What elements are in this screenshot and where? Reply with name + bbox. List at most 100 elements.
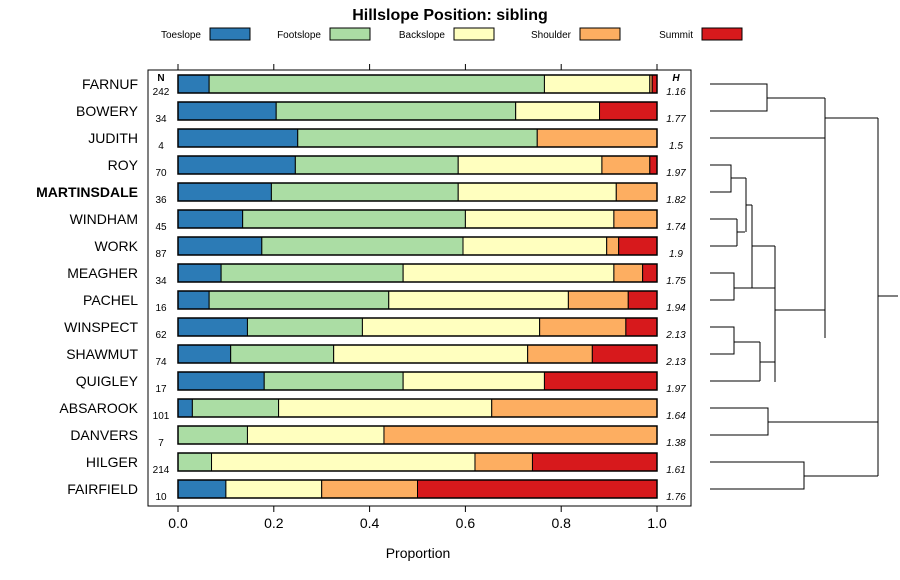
row-h-value: 1.5	[669, 141, 683, 152]
bar-segment-footslope	[208, 290, 390, 310]
bar-segment-footslope	[261, 236, 464, 256]
bar-segment-backslope	[462, 236, 608, 256]
row-h-value: 1.16	[666, 87, 686, 98]
bar-segment-toeslope	[177, 155, 296, 175]
row-label: FAIRFIELD	[67, 481, 138, 497]
bar-segment-backslope	[388, 290, 569, 310]
dendrogram	[710, 83, 898, 490]
bar-segment-shoulder	[321, 479, 419, 499]
dendrogram-branch	[710, 326, 735, 355]
row-judith: JUDITH 4 1.5	[88, 128, 683, 152]
bar-segment-toeslope	[177, 209, 244, 229]
bar-segment-shoulder	[536, 128, 658, 148]
bar-segment-toeslope	[177, 263, 222, 283]
row-quigley: QUIGLEY 17 1.97	[76, 371, 686, 395]
bar-segment-shoulder	[613, 263, 644, 283]
row-n-value: 70	[155, 168, 167, 179]
row-n-value: 74	[155, 357, 167, 368]
bar-outline	[177, 155, 658, 175]
bar-segment-backslope	[402, 263, 615, 283]
row-label: HILGER	[86, 454, 138, 470]
dendrogram-branch	[710, 83, 768, 112]
row-n-value: 34	[155, 114, 167, 125]
row-label: JUDITH	[88, 130, 138, 146]
bar-outline	[177, 128, 658, 148]
bar-segment-summit	[618, 236, 658, 256]
row-n-value: 36	[155, 195, 167, 206]
bar-segment-footslope	[263, 371, 404, 391]
bar-segment-backslope	[402, 371, 545, 391]
bar-segment-footslope	[242, 209, 466, 229]
bar-outline	[177, 452, 658, 472]
row-label: SHAWMUT	[66, 346, 138, 362]
x-axis: 0.0 0.2 0.4 0.6 0.8 1.0	[168, 64, 667, 531]
row-n-value: 62	[155, 330, 167, 341]
h-column-header: H	[672, 73, 680, 84]
bar-segment-toeslope	[177, 182, 272, 202]
row-label: DANVERS	[70, 427, 138, 443]
dendrogram-branch	[710, 272, 735, 301]
bar-segment-toeslope	[177, 290, 210, 310]
bar-segment-summit	[531, 452, 658, 472]
bar-segment-backslope	[543, 74, 651, 94]
bar-segment-toeslope	[177, 128, 299, 148]
row-h-value: 1.82	[666, 195, 686, 206]
row-n-value: 242	[153, 87, 170, 98]
bar-segment-summit	[642, 263, 658, 283]
bar-outline	[177, 425, 658, 445]
row-n-value: 34	[155, 276, 167, 287]
row-label: ROY	[108, 157, 139, 173]
bar-segment-shoulder	[606, 236, 620, 256]
legend: Toeslope Footslope Backslope Shoulder Summit	[161, 27, 743, 41]
bar-segment-toeslope	[177, 344, 232, 364]
x-tick-label: 0.0	[168, 515, 188, 531]
row-label: BOWERY	[76, 103, 139, 119]
legend-label-footslope: Footslope	[277, 30, 321, 41]
row-n-value: 45	[155, 222, 167, 233]
bar-segment-shoulder	[615, 182, 658, 202]
bar-segment-summit	[625, 317, 658, 337]
bar-segment-toeslope	[177, 317, 248, 337]
row-label: ABSAROOK	[59, 400, 138, 416]
bar-outline	[177, 344, 658, 364]
x-tick-label: 0.8	[551, 515, 571, 531]
bar-outline	[177, 290, 658, 310]
x-tick-label: 0.2	[264, 515, 284, 531]
bar-segment-summit	[543, 371, 658, 391]
row-h-value: 1.94	[666, 303, 686, 314]
row-label: FARNUF	[82, 76, 138, 92]
bar-segment-summit	[599, 101, 658, 121]
bar-segment-footslope	[275, 101, 517, 121]
row-shawmut: SHAWMUT 74 2.13	[66, 344, 686, 368]
bar-segment-backslope	[464, 209, 615, 229]
legend-label-backslope: Backslope	[399, 30, 446, 41]
bar-outline	[177, 263, 658, 283]
bar-segment-summit	[591, 344, 658, 364]
bar-segment-footslope	[246, 317, 363, 337]
bar-segment-toeslope	[177, 74, 210, 94]
x-tick-label: 1.0	[647, 515, 667, 531]
row-h-value: 1.75	[666, 276, 686, 287]
bar-segment-toeslope	[177, 371, 265, 391]
bar-segment-backslope	[333, 344, 529, 364]
row-label: MARTINSDALE	[36, 184, 138, 200]
row-winspect: WINSPECT 62 2.13	[64, 317, 686, 341]
plot-frame	[147, 69, 692, 507]
bar-segment-backslope	[278, 398, 493, 418]
bar-segment-backslope	[361, 317, 541, 337]
bar-segment-footslope	[220, 263, 404, 283]
bar-segment-toeslope	[177, 398, 193, 418]
bar-outline	[177, 317, 658, 337]
bar-segment-backslope	[211, 452, 476, 472]
bar-rows: FARNUF 242 1.16 BOWERY 34 1.77 JUDITH 4 1.5 ROY 70…	[36, 74, 686, 503]
bar-outline	[177, 209, 658, 229]
legend-swatch-shoulder	[579, 27, 621, 41]
row-h-value: 1.9	[669, 249, 683, 260]
bar-segment-shoulder	[567, 290, 629, 310]
row-h-value: 1.76	[666, 492, 686, 503]
row-fairfield: FAIRFIELD 10 1.76	[67, 479, 686, 503]
bar-segment-backslope	[457, 155, 603, 175]
row-roy: ROY 70 1.97	[108, 155, 686, 179]
bar-segment-footslope	[177, 425, 248, 445]
